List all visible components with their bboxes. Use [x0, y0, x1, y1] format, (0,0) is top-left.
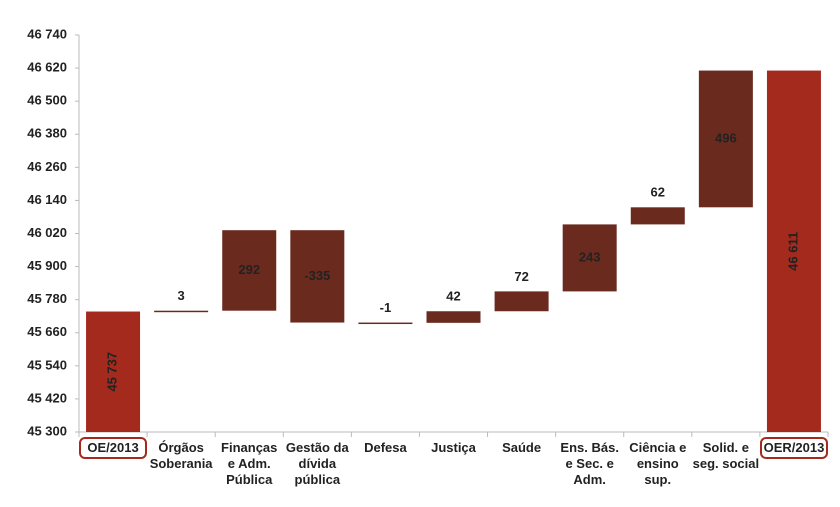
value-label: 292: [238, 262, 260, 277]
value-label: 72: [514, 269, 528, 284]
y-tick-label: 46 020: [27, 225, 67, 240]
bar: [766, 70, 821, 433]
x-tick-label: OE/2013: [79, 437, 148, 459]
y-tick-label: 46 500: [27, 93, 67, 108]
x-tick-label: Defesa: [364, 440, 407, 455]
y-tick-label: 45 540: [27, 357, 67, 372]
y-tick-label: 46 260: [27, 159, 67, 174]
bar: [494, 291, 549, 312]
bar: [698, 70, 753, 208]
y-tick-label: 45 420: [27, 390, 67, 405]
y-tick-label: 45 780: [27, 291, 67, 306]
bar: [86, 311, 141, 432]
y-tick-label: 46 380: [27, 126, 67, 141]
value-label: 243: [579, 249, 601, 264]
bar: [358, 322, 413, 325]
x-tick-label: Solid. e seg. social: [692, 440, 760, 471]
x-tick-label: Finanças e Adm. Pública: [221, 440, 278, 487]
y-tick-label: 45 300: [27, 423, 67, 438]
value-label: 3: [178, 288, 185, 303]
x-tick-label: OER/2013: [759, 437, 828, 459]
x-tick-label: Ciência e ensino sup.: [629, 440, 687, 487]
bar: [154, 310, 209, 313]
value-label: 45 737: [104, 352, 119, 392]
x-tick-label: Gestão da dívida pública: [285, 440, 349, 487]
x-tick-label: Ens. Bás. e Sec. e Adm.: [560, 440, 619, 487]
y-tick-label: 46 740: [27, 26, 67, 41]
y-tick-label: 45 900: [27, 258, 67, 273]
value-label: 62: [651, 185, 665, 200]
bar: [426, 311, 481, 323]
bar: [290, 230, 345, 323]
x-tick-label: Órgãos Soberania: [149, 440, 213, 471]
bar: [630, 207, 685, 225]
bar: [562, 224, 617, 292]
y-tick-label: 46 140: [27, 192, 67, 207]
y-tick-label: 45 660: [27, 324, 67, 339]
bar: [222, 230, 277, 311]
value-label: 496: [715, 130, 737, 145]
value-label: 42: [446, 289, 460, 304]
value-label: 46 611: [785, 232, 800, 271]
y-tick-label: 46 620: [27, 60, 67, 75]
value-label: -335: [304, 268, 330, 283]
x-tick-label: Saúde: [502, 440, 542, 455]
value-label: -1: [380, 300, 392, 315]
x-tick-label: Justiça: [431, 440, 476, 455]
